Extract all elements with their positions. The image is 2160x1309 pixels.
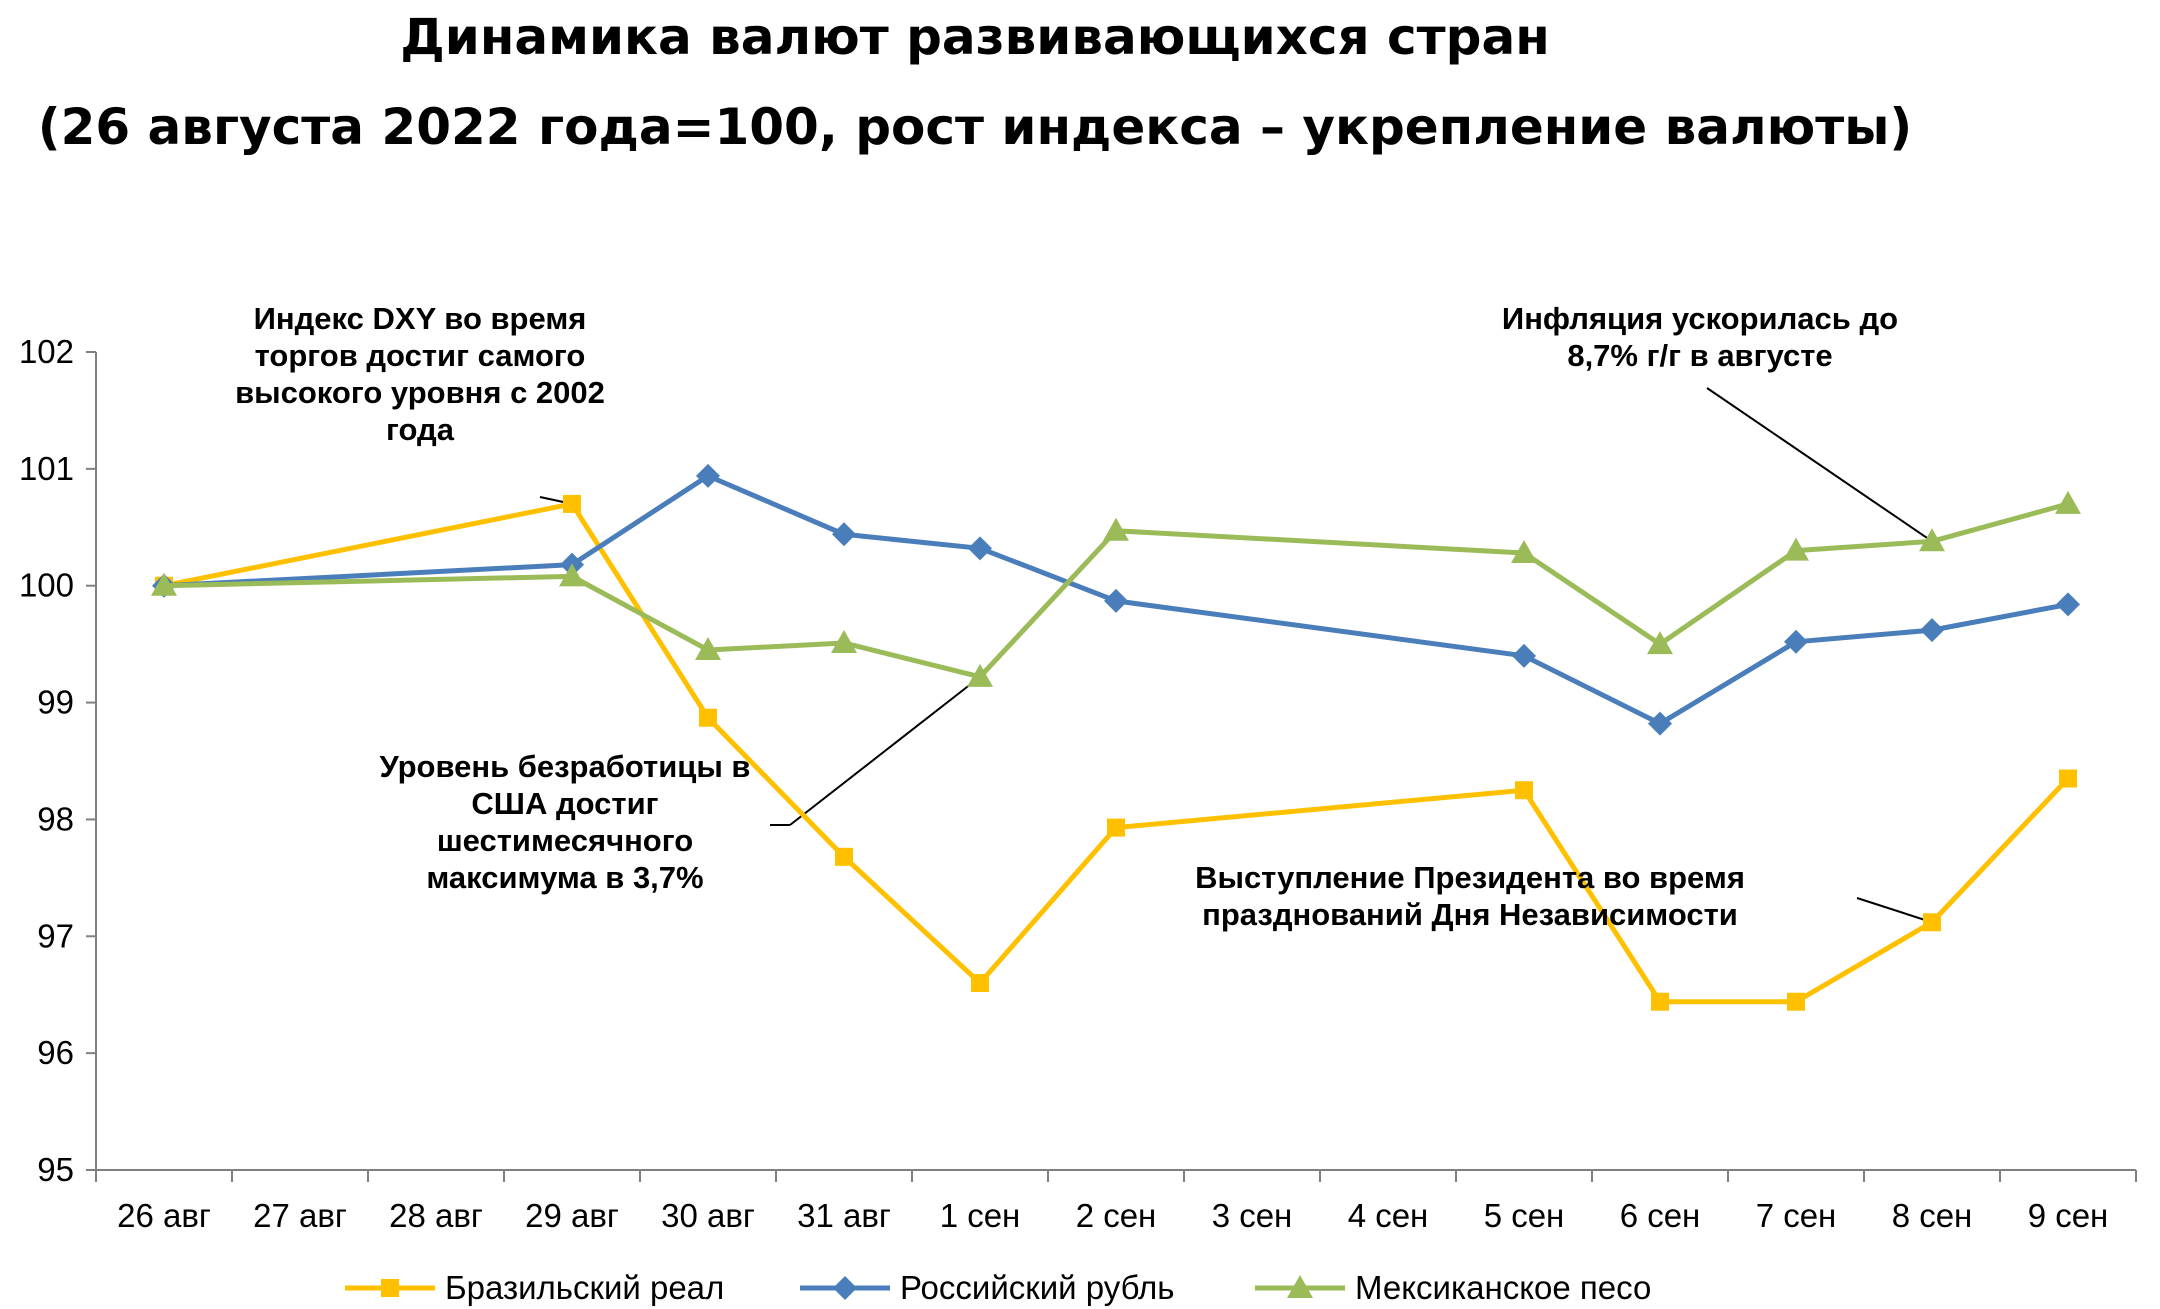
x-tick-label: 7 сен	[1756, 1197, 1837, 1234]
annotation-inflation: Инфляция ускорилась до 8,7% г/г в август…	[1501, 301, 1899, 373]
legend-label-brazil: Бразильский реал	[445, 1269, 725, 1306]
x-tick-label: 28 авг	[389, 1197, 483, 1234]
x-tick-label: 6 сен	[1620, 1197, 1701, 1234]
x-tick-label: 8 сен	[1892, 1197, 1973, 1234]
annotation-dxy: Индекс DXY во время торгов достиг самого…	[235, 301, 605, 447]
x-tick-label: 5 сен	[1484, 1197, 1565, 1234]
legend-item-brazil: Бразильский реал	[345, 1268, 724, 1308]
annotation-unemployment-leader	[789, 676, 981, 826]
chart-subtitle: (26 августа 2022 года=100, рост индекса …	[37, 98, 1913, 156]
x-tick-label: 1 сен	[940, 1197, 1021, 1234]
data-point-brazil	[1923, 913, 1941, 932]
x-tick-label: 31 авг	[797, 1197, 891, 1234]
data-point-mexico	[151, 572, 177, 596]
data-point-russia	[1784, 629, 1808, 654]
y-tick-label: 97	[37, 917, 74, 954]
data-point-russia	[1512, 643, 1536, 668]
data-point-mexico	[1783, 537, 1809, 561]
data-point-mexico	[1919, 528, 1945, 552]
legend-item-mexico: Мексиканское песо	[1255, 1268, 1651, 1308]
x-tick-label: 2 сен	[1076, 1197, 1157, 1234]
x-tick-label: 27 авг	[253, 1197, 347, 1234]
data-point-mexico	[2055, 490, 2081, 514]
annotation-president: Выступление Президента во время празднов…	[1195, 860, 1745, 932]
y-tick-label: 96	[37, 1034, 74, 1071]
data-point-brazil	[971, 974, 989, 993]
data-point-mexico	[831, 629, 857, 653]
chart-title: Динамика валют развивающихся стран	[400, 8, 1550, 66]
data-point-brazil	[1107, 818, 1125, 837]
y-tick-label: 102	[19, 333, 74, 370]
y-tick-label: 101	[19, 450, 74, 487]
legend-marker-russia	[800, 1276, 890, 1300]
data-point-mexico	[559, 563, 585, 587]
data-point-russia	[968, 536, 992, 561]
data-point-russia	[2056, 592, 2080, 617]
y-tick-label: 99	[37, 684, 74, 721]
data-point-mexico	[695, 636, 721, 660]
data-point-russia	[1648, 711, 1672, 736]
data-point-brazil	[1787, 992, 1805, 1011]
legend-marker-brazil	[345, 1279, 435, 1297]
x-tick-label: 3 сен	[1212, 1197, 1293, 1234]
x-tick-label: 9 сен	[2028, 1197, 2109, 1234]
legend-item-russia: Российский рубль	[800, 1268, 1174, 1308]
data-point-mexico	[967, 663, 993, 687]
legend-marker-mexico	[1255, 1275, 1345, 1298]
data-point-mexico	[1647, 631, 1673, 655]
chart-legend: Бразильский реал Российский рубль Мексик…	[0, 1268, 2160, 1308]
data-point-russia	[832, 522, 856, 547]
data-point-mexico	[1511, 539, 1537, 563]
annotation-president-leader	[1856, 897, 1933, 924]
data-point-russia	[696, 463, 720, 488]
data-point-brazil	[1651, 992, 1669, 1011]
y-tick-label: 95	[37, 1151, 74, 1188]
data-point-brazil	[835, 847, 853, 866]
x-tick-label: 26 авг	[117, 1197, 211, 1234]
x-tick-label: 30 авг	[661, 1197, 755, 1234]
data-point-mexico	[1103, 517, 1129, 541]
x-tick-label: 29 авг	[525, 1197, 619, 1234]
data-point-russia	[1920, 618, 1944, 643]
y-tick-label: 100	[19, 567, 74, 604]
legend-label-russia: Российский рубль	[900, 1269, 1175, 1306]
annotation-inflation-leader	[1706, 387, 1933, 543]
y-tick-label: 98	[37, 800, 74, 837]
legend-label-mexico: Мексиканское песо	[1355, 1269, 1652, 1306]
data-point-brazil	[563, 494, 581, 513]
x-tick-label: 4 сен	[1348, 1197, 1429, 1234]
data-point-russia	[1104, 588, 1128, 613]
annotation-unemployment: Уровень безработицы в США достиг шестиме…	[379, 749, 751, 895]
data-point-brazil	[1515, 781, 1533, 800]
data-point-brazil	[2059, 769, 2077, 788]
data-point-brazil	[699, 708, 717, 727]
